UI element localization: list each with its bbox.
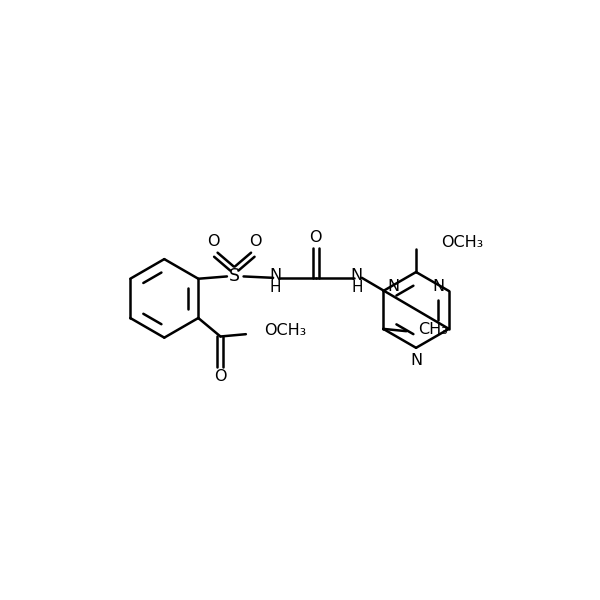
Text: O: O — [207, 234, 220, 249]
Text: N: N — [388, 279, 400, 294]
Text: O: O — [249, 234, 262, 249]
Text: H: H — [351, 280, 362, 295]
Text: S: S — [229, 268, 240, 286]
Text: N: N — [433, 279, 445, 294]
Text: N: N — [410, 353, 422, 368]
Text: H: H — [269, 280, 281, 295]
Text: CH₃: CH₃ — [418, 322, 448, 337]
Text: OCH₃: OCH₃ — [265, 323, 307, 338]
Text: O: O — [214, 369, 227, 384]
Text: OCH₃: OCH₃ — [442, 235, 484, 250]
Text: O: O — [310, 230, 322, 245]
Text: N: N — [269, 268, 281, 283]
Text: N: N — [350, 268, 363, 283]
